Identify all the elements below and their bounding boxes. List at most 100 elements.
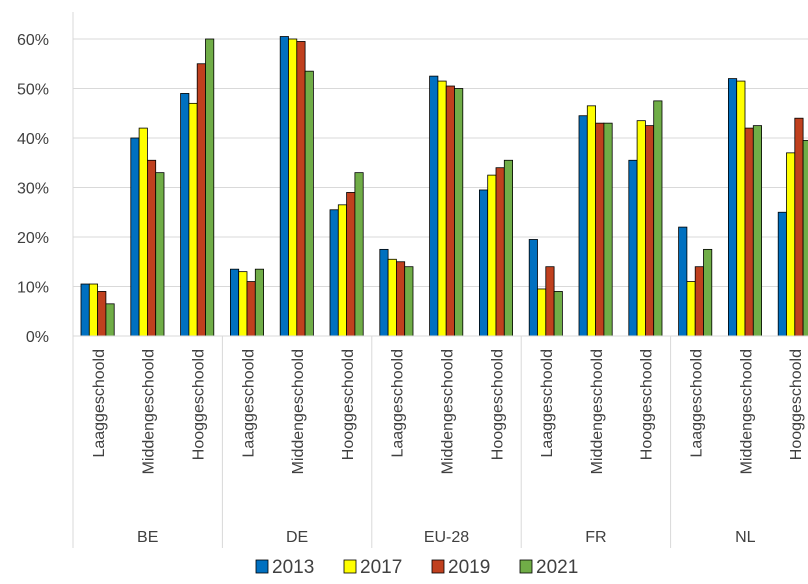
x-tick-label: Hooggeschoold [788, 349, 805, 460]
bar-2021-nl-laaggeschoold [703, 248, 713, 337]
bar-2019-de-hooggeschoold [346, 192, 356, 337]
legend-swatch [255, 559, 269, 574]
bar-2017-nl-middengeschoold [736, 80, 746, 337]
bar-2013-fr-middengeschoold [578, 115, 588, 337]
bar-2017-eu-28-middengeschoold [437, 80, 447, 337]
bar-2021-be-hooggeschoold [205, 38, 215, 337]
bar-2019-nl-middengeschoold [744, 127, 754, 337]
legend-label: 2019 [448, 557, 490, 578]
bar-2013-eu-28-hooggeschoold [478, 189, 489, 337]
bar-2021-fr-laaggeschoold [553, 291, 563, 337]
bar-2021-be-middengeschoold [155, 172, 165, 337]
bar-2013-eu-28-laaggeschoold [379, 248, 389, 337]
bar-2019-be-middengeschoold [146, 159, 157, 337]
bar-2017-eu-28-hooggeschoold [487, 174, 497, 337]
x-tick-label: Hooggeschoold [489, 349, 506, 460]
x-tick-label: Laaggeschoold [539, 349, 556, 458]
group-label: NL [735, 529, 756, 546]
x-axis [72, 12, 808, 548]
bar-2019-eu-28-laaggeschoold [395, 261, 406, 337]
bar-2017-fr-middengeschoold [586, 105, 596, 337]
bar-2019-nl-hooggeschoold [794, 117, 804, 337]
legend-swatch [343, 559, 357, 574]
group-label: FR [585, 529, 606, 546]
bar-2019-de-middengeschoold [296, 41, 306, 337]
bar-2019-nl-laaggeschoold [694, 266, 704, 337]
x-tick-label: Hooggeschoold [340, 349, 357, 460]
y-tick-label: 60% [17, 32, 49, 49]
x-tick-label: Middengeschoold [589, 349, 606, 474]
bar-2021-eu-28-hooggeschoold [503, 159, 513, 337]
bar-2019-fr-hooggeschoold [645, 125, 655, 337]
legend: 2013 2017 2019 2021 [255, 557, 578, 578]
bar-2021-be-laaggeschoold [105, 303, 115, 337]
bar-2013-be-middengeschoold [130, 137, 140, 337]
group-label: BE [137, 529, 158, 546]
bar-2017-be-middengeschoold [138, 127, 148, 337]
bar-2017-fr-laaggeschoold [537, 288, 547, 337]
bar-2019-fr-middengeschoold [595, 122, 605, 337]
y-tick-label: 0% [26, 329, 49, 346]
bar-2019-fr-laaggeschoold [545, 266, 555, 337]
bar-2019-de-laaggeschoold [246, 281, 256, 337]
bar-2019-eu-28-hooggeschoold [495, 167, 505, 337]
bar-2019-be-hooggeschoold [196, 63, 206, 337]
bar-2013-be-laaggeschoold [80, 283, 90, 337]
bar-2017-de-laaggeschoold [238, 271, 248, 337]
bar-2021-nl-middengeschoold [752, 125, 762, 337]
bar-2021-eu-28-middengeschoold [454, 88, 464, 337]
y-tick-label: 40% [17, 131, 49, 148]
bar-2021-fr-hooggeschoold [653, 100, 663, 337]
y-tick-label: 10% [17, 280, 49, 297]
bars [80, 36, 808, 337]
bar-2013-be-hooggeschoold [180, 93, 190, 337]
bar-2021-fr-middengeschoold [603, 122, 613, 337]
x-tick-label: Hooggeschoold [639, 349, 656, 460]
bar-2013-de-laaggeschoold [229, 268, 240, 337]
x-tick-label: Laaggeschoold [91, 349, 108, 458]
bar-2017-nl-laaggeschoold [686, 281, 696, 337]
legend-label: 2013 [272, 557, 314, 578]
bar-2013-eu-28-middengeschoold [429, 75, 439, 337]
bar-2019-be-laaggeschoold [97, 291, 107, 337]
bar-2013-fr-laaggeschoold [528, 239, 538, 337]
group-label: DE [286, 529, 308, 546]
bar-2017-de-middengeschoold [288, 38, 298, 337]
x-tick-label: Middengeschoold [141, 349, 158, 474]
bar-2013-nl-hooggeschoold [777, 211, 787, 337]
bar-2021-de-middengeschoold [304, 70, 314, 337]
x-axis-labels: Laaggeschoold Middengeschoold Hooggeschool… [91, 349, 805, 546]
legend-label: 2017 [360, 557, 402, 578]
bar-2021-eu-28-laaggeschoold [404, 266, 414, 337]
bar-2013-de-hooggeschoold [329, 209, 339, 337]
bar-2017-be-laaggeschoold [88, 283, 99, 337]
x-tick-label: Hooggeschoold [191, 349, 208, 460]
bar-2021-de-hooggeschoold [354, 172, 364, 337]
bar-2017-eu-28-laaggeschoold [387, 258, 397, 337]
legend-swatch [519, 559, 533, 574]
y-tick-label: 50% [17, 82, 49, 99]
legend-label: 2021 [536, 557, 578, 578]
y-axis-ticks: 0% 10% 20% 30% 40% 50% 60% [17, 32, 49, 346]
y-tick-label: 20% [17, 230, 49, 247]
x-tick-label: Middengeschoold [440, 349, 457, 474]
bar-2013-nl-laaggeschoold [678, 226, 688, 337]
x-tick-label: Laaggeschoold [689, 349, 706, 458]
bar-2017-nl-hooggeschoold [786, 152, 796, 337]
group-label: EU-28 [424, 529, 469, 546]
bar-2017-fr-hooggeschoold [636, 120, 646, 337]
x-tick-label: Middengeschoold [290, 349, 307, 474]
bar-2013-de-middengeschoold [279, 36, 289, 337]
y-tick-label: 30% [17, 181, 49, 198]
bar-2017-be-hooggeschoold [188, 102, 198, 337]
bar-2019-eu-28-middengeschoold [445, 85, 455, 337]
x-tick-label: Middengeschoold [738, 349, 755, 474]
bar-2021-de-laaggeschoold [254, 268, 265, 337]
bar-2017-de-hooggeschoold [337, 204, 347, 337]
bar-2013-nl-middengeschoold [728, 78, 738, 337]
bar-2013-fr-hooggeschoold [628, 159, 638, 337]
x-tick-label: Laaggeschoold [390, 349, 407, 458]
x-tick-label: Laaggeschoold [240, 349, 257, 458]
